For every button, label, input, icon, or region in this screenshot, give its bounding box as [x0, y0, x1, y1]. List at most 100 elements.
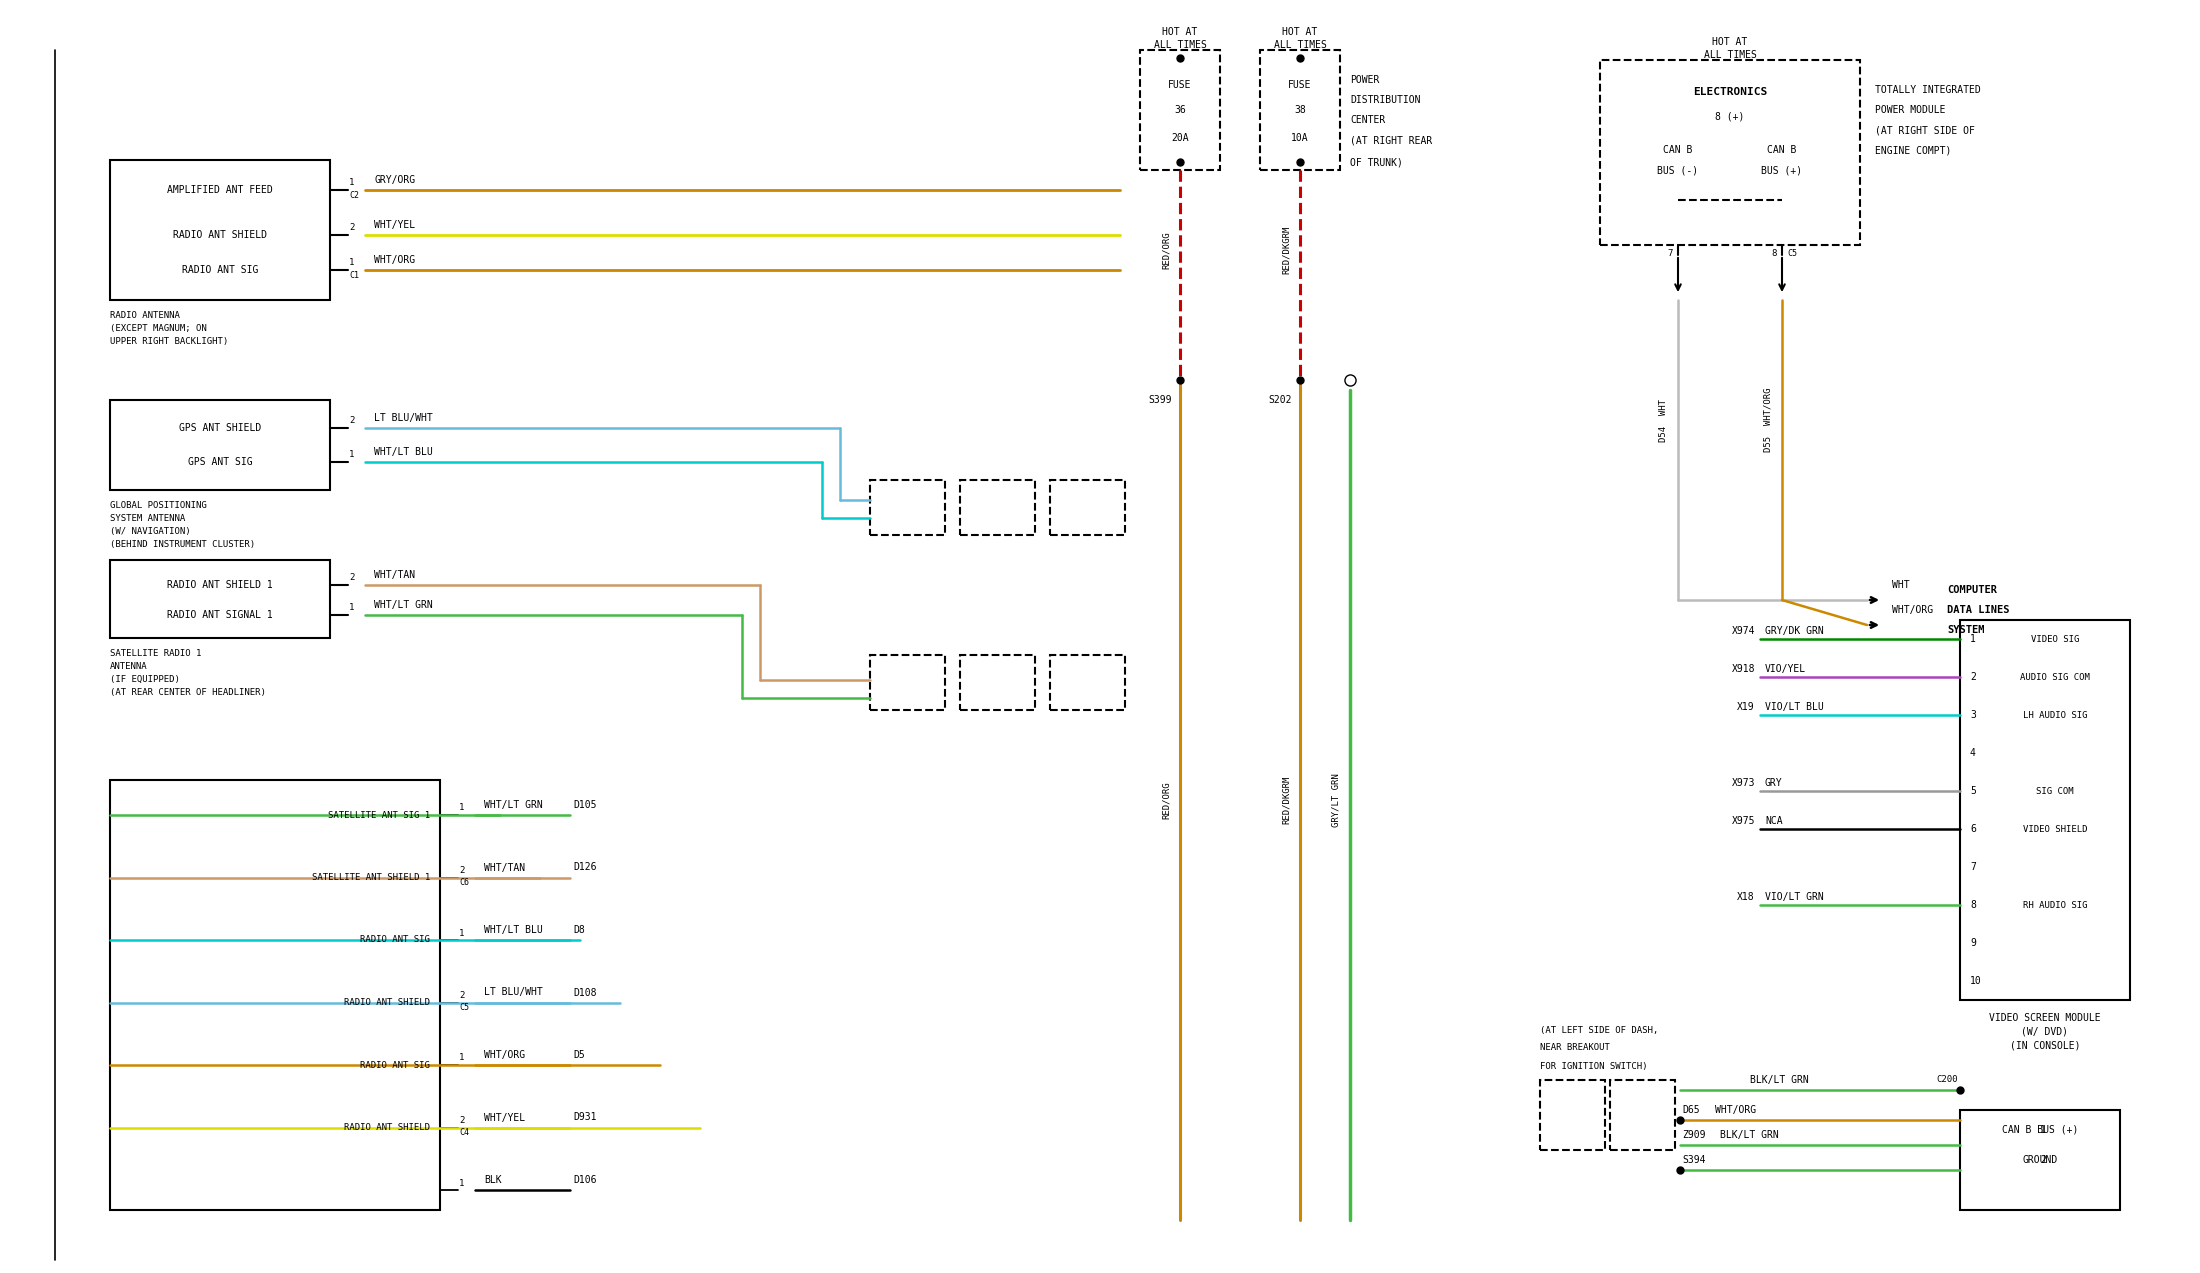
Text: RADIO ANTENNA: RADIO ANTENNA	[110, 311, 180, 320]
Text: X918: X918	[1731, 665, 1756, 673]
Text: D55  WHT/ORG: D55 WHT/ORG	[1764, 388, 1773, 452]
Text: (AT RIGHT SIDE OF: (AT RIGHT SIDE OF	[1874, 125, 1976, 135]
Text: (BEHIND INSTRUMENT CLUSTER): (BEHIND INSTRUMENT CLUSTER)	[110, 540, 255, 549]
Text: CENTER: CENTER	[1351, 115, 1386, 125]
Text: COMPUTER: COMPUTER	[1947, 586, 1998, 594]
Text: 1: 1	[1969, 634, 1976, 644]
Text: Z909: Z909	[1683, 1130, 1705, 1141]
Text: SATELLITE ANT SHIELD 1: SATELLITE ANT SHIELD 1	[312, 873, 429, 882]
Text: GLOBAL POSITIONING: GLOBAL POSITIONING	[110, 500, 207, 509]
Text: GPS ANT SHIELD: GPS ANT SHIELD	[178, 423, 262, 433]
Bar	[1960, 1110, 2121, 1211]
Text: VIDEO SIG: VIDEO SIG	[2031, 634, 2079, 643]
Text: 9: 9	[1969, 938, 1976, 948]
Text: S202: S202	[1269, 395, 1291, 405]
Text: RADIO ANT SHIELD: RADIO ANT SHIELD	[343, 998, 429, 1007]
Text: X975: X975	[1731, 816, 1756, 826]
Text: 2: 2	[1969, 672, 1976, 682]
Bar	[959, 656, 1034, 710]
Text: BLK/LT GRN: BLK/LT GRN	[1749, 1074, 1808, 1085]
Text: (EXCEPT MAGNUM; ON: (EXCEPT MAGNUM; ON	[110, 323, 207, 332]
Text: WHT/YEL: WHT/YEL	[484, 1113, 526, 1123]
Bar	[110, 780, 440, 1211]
Text: FUSE: FUSE	[1289, 80, 1311, 90]
Bar	[1049, 656, 1124, 710]
Text: SYSTEM: SYSTEM	[1947, 625, 1984, 635]
Text: SIG COM: SIG COM	[2037, 787, 2075, 796]
Text: 1: 1	[350, 602, 354, 611]
Text: BUS (+): BUS (+)	[1762, 165, 1802, 174]
Text: (W/ NAVIGATION): (W/ NAVIGATION)	[110, 527, 191, 536]
Text: (AT REAR CENTER OF HEADLINER): (AT REAR CENTER OF HEADLINER)	[110, 687, 266, 696]
Text: WHT/TAN: WHT/TAN	[484, 863, 526, 872]
Text: FUSE: FUSE	[1168, 80, 1192, 90]
Text: RH AUDIO SIG: RH AUDIO SIG	[2022, 900, 2088, 909]
Text: 2: 2	[460, 1116, 464, 1125]
Text: ELECTRONICS: ELECTRONICS	[1692, 87, 1767, 97]
Text: POWER: POWER	[1351, 75, 1379, 85]
Bar	[1599, 60, 1859, 244]
Text: 5: 5	[1969, 785, 1976, 796]
Bar	[1049, 480, 1124, 535]
Text: AMPLIFIED ANT FEED: AMPLIFIED ANT FEED	[167, 185, 273, 195]
Text: RED/ORG: RED/ORG	[1162, 782, 1170, 819]
Text: X18: X18	[1738, 892, 1756, 903]
Text: RED/DKGRM: RED/DKGRM	[1280, 775, 1291, 824]
Text: HOT AT: HOT AT	[1283, 27, 1318, 37]
Text: ANTENNA: ANTENNA	[110, 662, 147, 671]
Text: 3: 3	[1969, 710, 1976, 721]
Text: VIDEO SHIELD: VIDEO SHIELD	[2022, 825, 2088, 834]
Bar	[1261, 50, 1340, 171]
Bar	[1540, 1080, 1606, 1150]
Text: 7: 7	[1668, 248, 1672, 257]
Text: 20A: 20A	[1170, 132, 1188, 143]
Text: 10A: 10A	[1291, 132, 1309, 143]
Text: GROUND: GROUND	[2022, 1155, 2057, 1165]
Text: WHT/LT GRN: WHT/LT GRN	[374, 600, 433, 610]
Text: 1: 1	[2039, 1125, 2046, 1136]
Text: VIO/LT BLU: VIO/LT BLU	[1764, 701, 1824, 712]
Text: BLK: BLK	[484, 1175, 502, 1185]
Text: AUDIO SIG COM: AUDIO SIG COM	[2020, 672, 2090, 681]
Text: BUS (-): BUS (-)	[1657, 165, 1698, 174]
Bar	[110, 400, 330, 490]
Text: RADIO ANT SIGNAL 1: RADIO ANT SIGNAL 1	[167, 610, 273, 620]
Text: ALL TIMES: ALL TIMES	[1274, 39, 1327, 50]
Text: 8 (+): 8 (+)	[1716, 111, 1745, 121]
Text: DISTRIBUTION: DISTRIBUTION	[1351, 95, 1421, 104]
Text: C5: C5	[1786, 248, 1797, 257]
Text: D5: D5	[572, 1050, 585, 1060]
Text: CAN B: CAN B	[1767, 145, 1797, 155]
Text: (IF EQUIPPED): (IF EQUIPPED)	[110, 675, 180, 684]
Text: SYSTEM ANTENNA: SYSTEM ANTENNA	[110, 513, 185, 522]
Text: NCA: NCA	[1764, 816, 1782, 826]
Text: GRY: GRY	[1764, 778, 1782, 788]
Text: UPPER RIGHT BACKLIGHT): UPPER RIGHT BACKLIGHT)	[110, 336, 229, 345]
Text: RED/DKGRM: RED/DKGRM	[1280, 225, 1291, 274]
Text: 2: 2	[460, 990, 464, 1001]
Bar	[1610, 1080, 1674, 1150]
Text: C200: C200	[1936, 1076, 1958, 1085]
Text: X974: X974	[1731, 626, 1756, 636]
Text: 8: 8	[1969, 900, 1976, 910]
Text: RADIO ANT SIG: RADIO ANT SIG	[361, 936, 429, 945]
Text: X19: X19	[1738, 701, 1756, 712]
Text: 1: 1	[460, 1054, 464, 1063]
Text: SATELLITE RADIO 1: SATELLITE RADIO 1	[110, 648, 202, 657]
Text: VIO/YEL: VIO/YEL	[1764, 665, 1806, 673]
Text: X973: X973	[1731, 778, 1756, 788]
Text: 6: 6	[1969, 824, 1976, 834]
Text: 4: 4	[1969, 749, 1976, 757]
Text: (W/ DVD): (W/ DVD)	[2022, 1027, 2068, 1037]
Text: RADIO ANT SHIELD: RADIO ANT SHIELD	[343, 1123, 429, 1132]
Text: HOT AT: HOT AT	[1162, 27, 1197, 37]
Text: RADIO ANT SIG: RADIO ANT SIG	[183, 265, 257, 275]
Text: D126: D126	[572, 863, 596, 872]
Text: BLK/LT GRN: BLK/LT GRN	[1720, 1130, 1780, 1141]
Text: D931: D931	[572, 1113, 596, 1123]
Bar	[110, 160, 330, 300]
Text: C1: C1	[350, 270, 359, 280]
Text: C6: C6	[460, 878, 469, 887]
Text: TOTALLY INTEGRATED: TOTALLY INTEGRATED	[1874, 85, 1980, 95]
Text: LT BLU/WHT: LT BLU/WHT	[484, 988, 543, 998]
